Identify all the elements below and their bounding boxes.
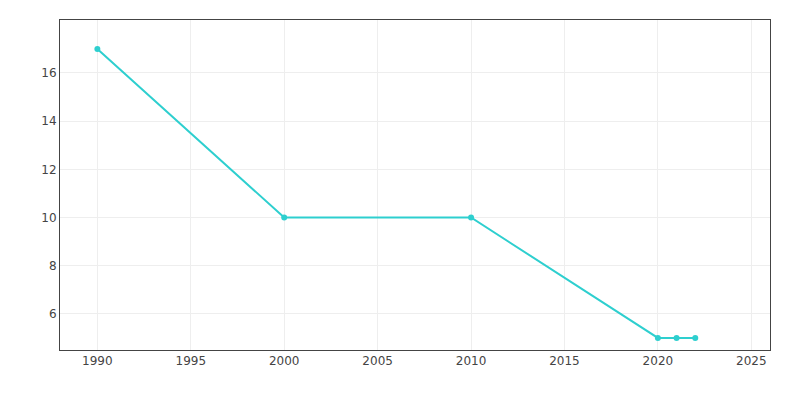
svg-text:16: 16 [41,66,56,80]
svg-text:2010: 2010 [456,354,487,368]
svg-text:2020: 2020 [643,354,674,368]
svg-text:10: 10 [41,211,56,225]
svg-text:2005: 2005 [362,354,393,368]
svg-text:2015: 2015 [549,354,580,368]
svg-text:14: 14 [41,114,56,128]
svg-text:2000: 2000 [269,354,300,368]
svg-text:12: 12 [41,163,56,177]
svg-text:1990: 1990 [82,354,113,368]
svg-text:8: 8 [49,259,57,273]
svg-text:2025: 2025 [736,354,767,368]
svg-text:6: 6 [49,307,57,321]
svg-text:1995: 1995 [176,354,207,368]
